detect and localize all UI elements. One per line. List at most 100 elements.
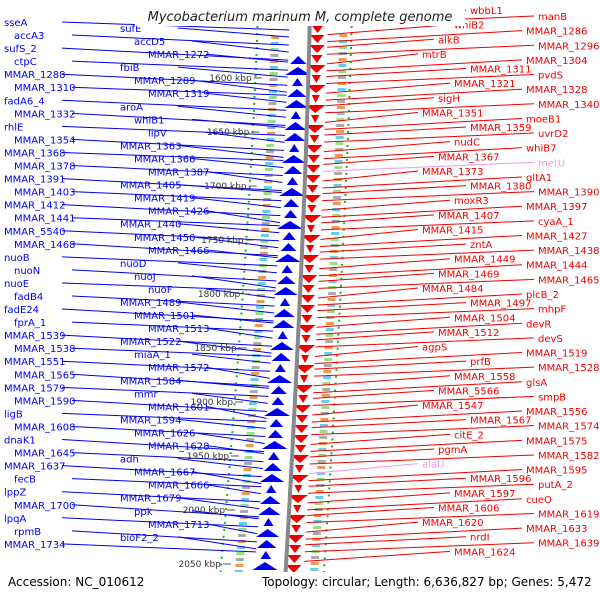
cog-block-outer [331, 226, 340, 229]
left-leader-line [205, 249, 278, 259]
right-leader-line [312, 404, 419, 416]
left-leader-line [177, 536, 257, 550]
right-gene-label: MMAR_1304 [526, 56, 588, 67]
cog-block-inner [263, 186, 272, 189]
reverse-feature-mark [307, 155, 320, 163]
reverse-feature-mark [291, 525, 302, 533]
cog-block-inner [234, 570, 243, 573]
cog-block-inner [270, 66, 279, 69]
left-leader-line [177, 66, 288, 78]
reverse-feature-mark [309, 45, 325, 53]
left-gene-label: MMAR_1637 [4, 462, 66, 473]
cog-block-outer [314, 502, 323, 505]
right-leader-line [326, 59, 523, 72]
cog-block-outer [325, 340, 334, 343]
cog-block-outer [330, 238, 339, 241]
cog-block-inner [257, 282, 266, 285]
left-gene-label: rpmB [14, 527, 41, 538]
left-leader-line [71, 530, 257, 543]
forward-feature-mark [259, 474, 285, 482]
right-leader-line [314, 352, 523, 365]
right-leader-line [313, 389, 435, 399]
left-gene-label: MMAR_1608 [14, 422, 76, 433]
cog-block-inner [266, 138, 275, 141]
cog-block-inner [265, 150, 274, 153]
cog-block-outer [323, 370, 332, 373]
right-leader-line [310, 439, 523, 452]
cog-block-outer [326, 310, 335, 313]
cog-block-outer [321, 394, 330, 397]
left-leader-line [71, 425, 266, 437]
left-gene-label: ppk [134, 507, 153, 518]
cog-block-outer [335, 148, 344, 151]
cog-block-inner [243, 468, 252, 471]
cog-block-inner [237, 534, 246, 537]
cog-block-outer [331, 232, 340, 235]
cog-block-outer [321, 400, 330, 403]
forward-feature-mark [272, 320, 295, 328]
kbp-label: 2000 kbp [183, 506, 226, 516]
left-leader-line [71, 165, 283, 177]
left-gene-label: ctpC [14, 57, 37, 68]
forward-feature-mark [263, 463, 282, 471]
cog-block-inner [248, 408, 257, 411]
right-leader-line [310, 433, 451, 445]
right-gene-label: alaU [422, 460, 444, 471]
left-gene-label: MMAR_1289 [134, 76, 196, 87]
left-leader-line [61, 125, 285, 136]
reverse-feature-mark [310, 115, 320, 123]
left-gene-label: MMAR_1366 [134, 154, 196, 165]
right-gene-label: pgmA [438, 445, 467, 456]
left-leader-line [191, 118, 286, 128]
left-gene-label: MMAR_1565 [14, 370, 76, 381]
left-leader-line [191, 236, 279, 249]
right-gene-label: putA_2 [538, 480, 573, 491]
right-gene-label: MMAR_1582 [538, 451, 600, 462]
forward-feature-mark [279, 298, 291, 306]
reverse-feature-mark [303, 195, 322, 203]
right-gene-label: moxR3 [454, 196, 489, 207]
left-leader-line [205, 53, 289, 63]
cog-block-outer [337, 100, 346, 103]
cog-block-outer [310, 562, 319, 565]
reverse-feature-mark [305, 145, 323, 153]
left-leader-line [177, 418, 266, 429]
forward-feature-mark [291, 78, 303, 86]
backbone-axis [282, 25, 312, 599]
forward-feature-mark [264, 408, 291, 416]
left-leader-line [191, 275, 276, 289]
right-leader-line [316, 316, 451, 328]
right-leader-line [313, 375, 451, 387]
left-gene-label: MMAR_1466 [148, 246, 210, 257]
left-gene-label: fadB4 [14, 292, 43, 303]
cog-block-inner [242, 486, 251, 489]
right-gene-label: plcB_2 [526, 290, 559, 301]
left-gene-label: mmr [134, 389, 158, 400]
left-gene-label: nuoB [4, 253, 30, 264]
cog-block-inner [246, 432, 255, 435]
reverse-feature-mark [289, 475, 309, 483]
cog-block-inner [256, 300, 265, 303]
right-gene-label: MMAR_1567 [470, 416, 532, 427]
left-gene-label: MMAR_1538 [14, 344, 76, 355]
right-leader-line [316, 322, 523, 335]
cog-block-outer [335, 136, 344, 139]
right-leader-line [326, 53, 419, 65]
forward-feature-mark [287, 89, 307, 97]
left-leader-line [71, 321, 273, 332]
cog-block-inner [248, 402, 257, 405]
reverse-feature-mark [305, 125, 325, 133]
right-gene-label: MMAR_1575 [526, 436, 588, 447]
right-gene-label: pvdS [538, 71, 563, 82]
forward-feature-mark [290, 56, 307, 64]
left-gene-label: fadA6_4 [4, 96, 45, 107]
left-leader-line [61, 386, 269, 397]
forward-feature-mark [267, 430, 284, 438]
forward-feature-mark [258, 507, 281, 515]
right-leader-line [317, 302, 467, 312]
left-leader-line [71, 112, 286, 126]
right-gene-label: MMAR_1528 [538, 363, 600, 374]
right-gene-label: MMAR_1574 [538, 422, 600, 433]
left-gene-label: MMAR_1405 [120, 181, 182, 192]
left-gene-label: MMAR_1387 [148, 168, 210, 179]
